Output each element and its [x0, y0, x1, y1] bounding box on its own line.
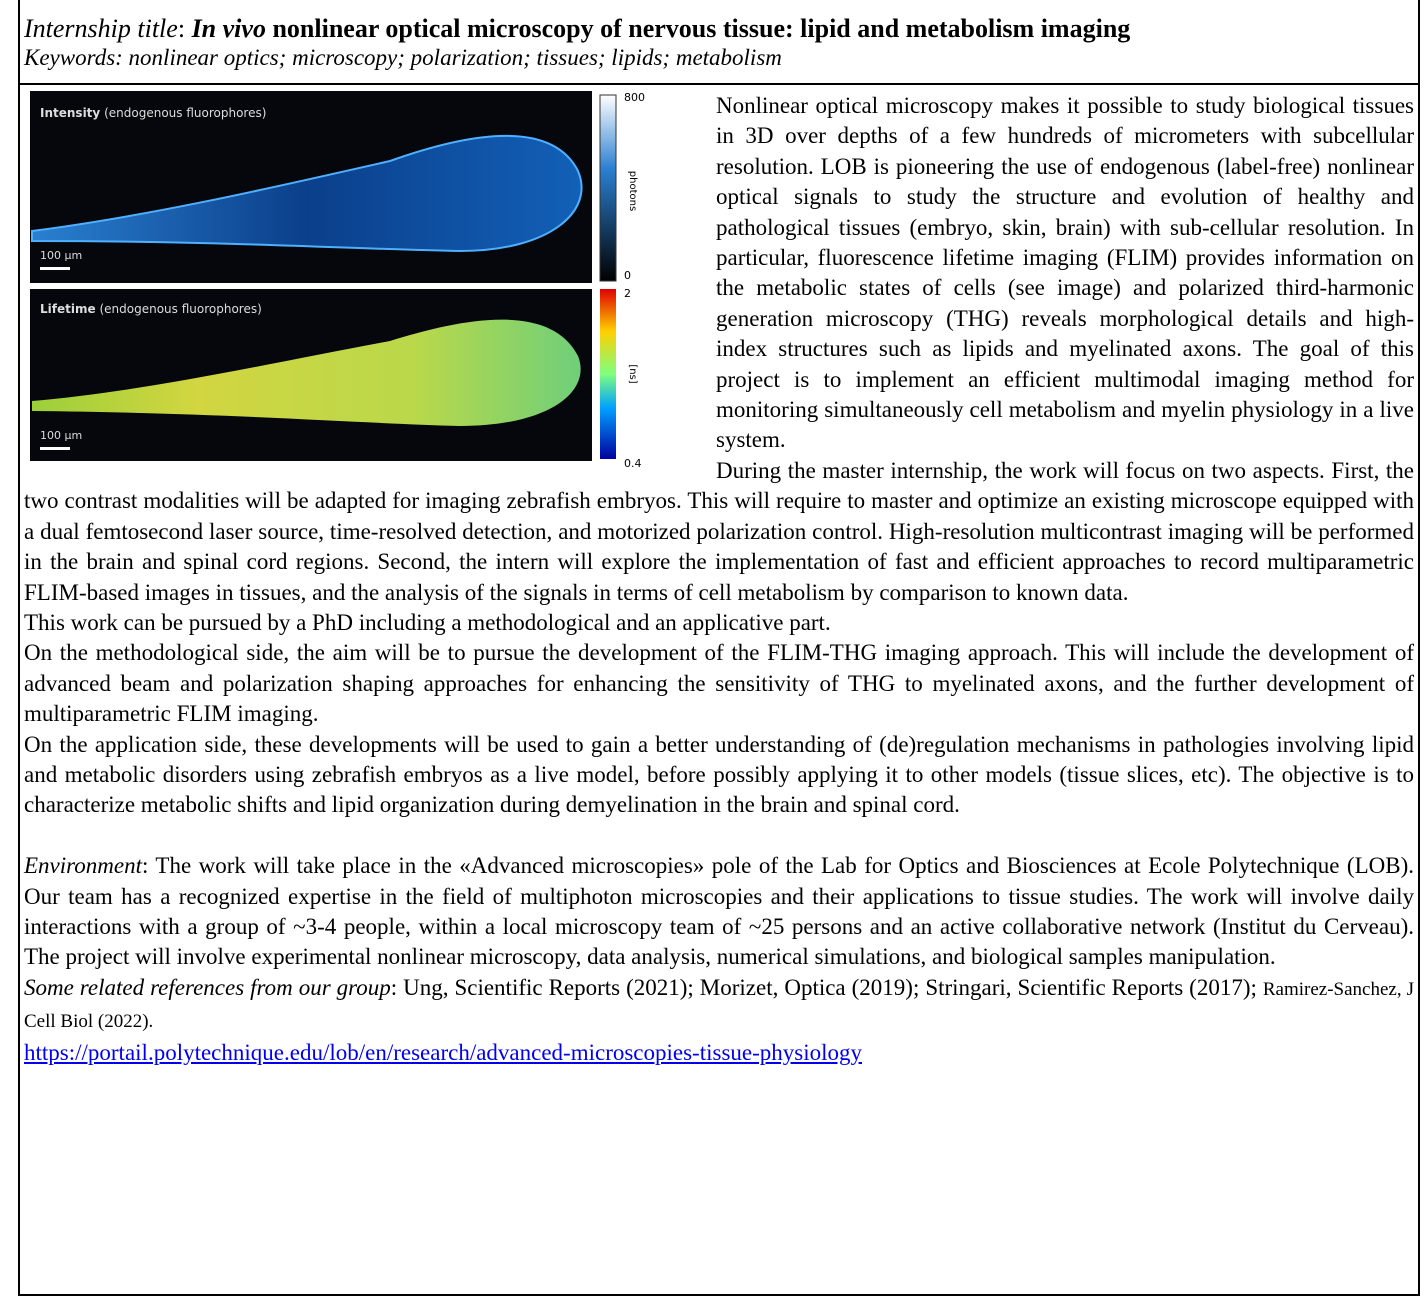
title-text: nonlinear optical microscopy of nervous … [272, 14, 1130, 43]
intensity-colorbar-min: 0 [624, 269, 631, 282]
lifetime-colorbar-max: 2 [624, 287, 631, 300]
intensity-colorbar-unit: photons [627, 171, 638, 211]
document-frame: Internship title: In vivo nonlinear opti… [18, 0, 1420, 1296]
figure: Intensity (endogenous fluorophores) 100 … [30, 91, 710, 473]
title-separator: : [178, 14, 185, 43]
content: Intensity (endogenous fluorophores) 100 … [20, 85, 1418, 1068]
title-emphasis: In vivo [192, 14, 266, 43]
title-line: Internship title: In vivo nonlinear opti… [24, 14, 1414, 44]
paragraph: On the application side, these developme… [24, 730, 1414, 821]
lifetime-colorbar-unit: [ns] [627, 364, 638, 383]
environment-label: Environment [24, 853, 142, 878]
project-link[interactable]: https://portail.polytechnique.edu/lob/en… [24, 1040, 862, 1065]
lifetime-colorbar [600, 289, 616, 459]
paragraph: This work can be pursued by a PhD includ… [24, 608, 1414, 638]
lifetime-label-rest: (endogenous fluorophores) [99, 302, 261, 316]
intensity-colorbar [600, 95, 616, 281]
references-text: : Ung, Scientific Reports (2021); Morize… [391, 975, 1257, 1000]
references-label: Some related references from our group [24, 975, 391, 1000]
intensity-label-bold: Intensity [40, 106, 100, 120]
intensity-label-rest: (endogenous fluorophores) [104, 106, 266, 120]
intensity-colorbar-max: 800 [624, 91, 645, 104]
lifetime-scale-bar-label: 100 µm [40, 429, 82, 442]
lifetime-label: Lifetime (endogenous fluorophores) [40, 302, 262, 316]
references: Some related references from our group: … [24, 973, 1414, 1038]
intensity-scale-bar [40, 267, 70, 270]
paragraph: On the methodological side, the aim will… [24, 638, 1414, 729]
lifetime-label-bold: Lifetime [40, 302, 96, 316]
keywords: Keywords: nonlinear optics; microscopy; … [24, 44, 1414, 72]
title-label: Internship title [24, 14, 178, 43]
lifetime-scale-bar [40, 447, 70, 450]
page: Internship { "header": { "title": { "lab… [0, 0, 1424, 1300]
page-body: Internship title: In vivo nonlinear opti… [0, 0, 1424, 1300]
intensity-label: Intensity (endogenous fluorophores) [40, 106, 266, 120]
header: Internship title: In vivo nonlinear opti… [20, 0, 1418, 85]
environment: Environment: The work will take place in… [24, 851, 1414, 973]
paragraph: During the master internship, the work w… [24, 456, 1414, 608]
intensity-scale-bar-label: 100 µm [40, 249, 82, 262]
environment-text: : The work will take place in the «Advan… [24, 853, 1414, 969]
link-line: https://portail.polytechnique.edu/lob/en… [24, 1038, 1414, 1068]
lifetime-colorbar-min: 0.4 [624, 457, 642, 470]
